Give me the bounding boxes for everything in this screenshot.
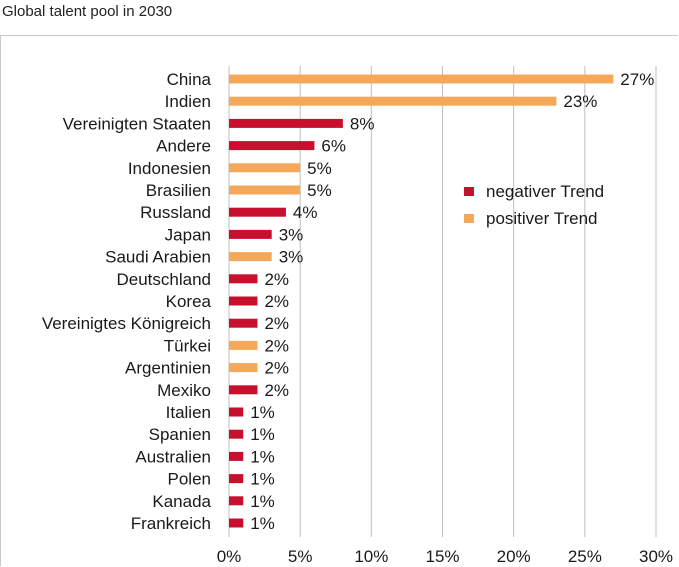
bar: [229, 296, 258, 306]
bar: [229, 496, 244, 506]
value-label: 1%: [250, 492, 275, 511]
category-label: Korea: [166, 292, 212, 311]
value-label: 2%: [264, 359, 289, 378]
value-labels: 27% 23% 8%6% 5% 5% 4% 3% 3% 2% 2% 2% 2% 2% 2% 1% 1% 1% 1%…: [250, 70, 654, 533]
bar: [229, 185, 301, 195]
legend-label: negativer Trend: [486, 182, 604, 201]
category-labels: China Indien Vereinigten Staaten Andere Indo…: [42, 70, 212, 533]
value-label: 6%: [321, 137, 346, 156]
category-label: Vereinigtes Königreich: [42, 314, 211, 333]
x-tick-label: 15%: [425, 547, 459, 566]
bar: [229, 429, 244, 439]
value-label: 1%: [250, 470, 275, 489]
bar: [229, 252, 272, 262]
bar: [229, 96, 557, 106]
value-label: 2%: [264, 381, 289, 400]
category-label: Polen: [168, 470, 211, 489]
value-label: 3%: [279, 248, 304, 267]
category-label: Russland: [140, 203, 211, 222]
bars: [229, 74, 614, 528]
bar: [229, 74, 614, 84]
value-label: 4%: [293, 203, 318, 222]
x-tick-labels: 0% 5% 10% 15% 20% 25% 30%: [217, 547, 673, 566]
bar: [229, 518, 244, 528]
value-label: 1%: [250, 425, 275, 444]
bar: [229, 407, 244, 417]
bar: [229, 141, 315, 151]
bar: [229, 229, 272, 239]
category-label: Australien: [135, 447, 211, 466]
value-label: 1%: [250, 514, 275, 533]
x-tick-label: 20%: [497, 547, 531, 566]
category-label: China: [167, 70, 212, 89]
value-label: 1%: [250, 403, 275, 422]
category-label: Indonesien: [128, 159, 211, 178]
category-label: Brasilien: [146, 181, 211, 200]
bar: [229, 318, 258, 328]
value-label: 8%: [350, 114, 375, 133]
category-label: Türkei: [164, 336, 211, 355]
category-label: Japan: [165, 225, 211, 244]
category-label: Mexiko: [157, 381, 211, 400]
x-tick-label: 0%: [217, 547, 242, 566]
category-label: Frankreich: [131, 514, 211, 533]
category-label: Vereinigten Staaten: [63, 114, 211, 133]
legend-label: positiver Trend: [486, 209, 598, 228]
value-label: 2%: [264, 314, 289, 333]
bar: [229, 340, 258, 350]
legend: negativer Trend positiver Trend: [464, 182, 604, 228]
bar: [229, 163, 301, 173]
bar: [229, 363, 258, 373]
bar: [229, 451, 244, 461]
value-label: 3%: [279, 225, 304, 244]
legend-swatch: [464, 187, 474, 196]
category-label: Argentinien: [125, 359, 211, 378]
category-label: Spanien: [149, 425, 211, 444]
gridlines: [228, 66, 657, 537]
value-label: 5%: [307, 181, 332, 200]
bar: [229, 118, 343, 128]
value-label: 2%: [264, 336, 289, 355]
x-tick-label: 25%: [568, 547, 602, 566]
bar: [229, 385, 258, 395]
category-label: Indien: [165, 92, 211, 111]
value-label: 5%: [307, 159, 332, 178]
value-label: 1%: [250, 447, 275, 466]
value-label: 2%: [264, 292, 289, 311]
legend-swatch: [464, 214, 474, 223]
x-tick-label: 5%: [288, 547, 313, 566]
value-label: 23%: [563, 92, 597, 111]
value-label: 2%: [264, 270, 289, 289]
bar: [229, 207, 286, 217]
bar: [229, 474, 244, 484]
category-label: Italien: [166, 403, 211, 422]
category-label: Saudi Arabien: [105, 248, 211, 267]
category-label: Deutschland: [116, 270, 211, 289]
chart-frame: [0, 35, 678, 566]
value-label: 27%: [620, 70, 654, 89]
x-tick-label: 30%: [639, 547, 673, 566]
category-label: Andere: [156, 137, 211, 156]
category-label: Kanada: [152, 492, 211, 511]
bar: [229, 274, 258, 284]
x-tick-label: 10%: [354, 547, 388, 566]
chart-title: Global talent pool in 2030: [2, 3, 173, 20]
